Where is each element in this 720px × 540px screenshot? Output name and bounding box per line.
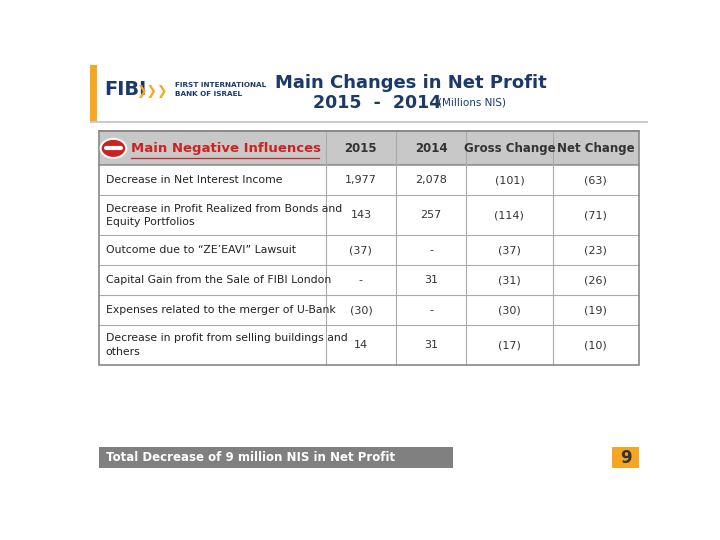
Text: 2015  -  2014: 2015 - 2014 [313, 93, 441, 112]
Text: (19): (19) [585, 305, 607, 315]
Text: (101): (101) [495, 176, 524, 185]
Text: 14: 14 [354, 340, 368, 350]
Text: 9: 9 [620, 449, 631, 467]
Text: Total Decrease of 9 million NIS in Net Profit: Total Decrease of 9 million NIS in Net P… [106, 451, 395, 464]
Text: Outcome due to “ZE’EAVI” Lawsuit: Outcome due to “ZE’EAVI” Lawsuit [106, 245, 296, 255]
Text: (37): (37) [498, 245, 521, 255]
Bar [99, 131, 639, 365]
Bar [99, 325, 639, 365]
Text: (114): (114) [495, 210, 524, 220]
Text: (31): (31) [498, 275, 521, 285]
Circle shape [101, 139, 126, 158]
Bar [99, 447, 454, 468]
Bar [99, 295, 639, 325]
Bar [99, 265, 639, 295]
Text: Decrease in Profit Realized from Bonds and
Equity Portfolios: Decrease in Profit Realized from Bonds a… [106, 204, 342, 227]
Text: (10): (10) [585, 340, 607, 350]
Text: (71): (71) [585, 210, 607, 220]
Text: 31: 31 [424, 275, 438, 285]
Bar [612, 447, 639, 468]
Bar [99, 195, 639, 235]
Bar [99, 235, 639, 265]
Text: -: - [359, 275, 363, 285]
Text: 2014: 2014 [415, 142, 447, 155]
Text: (30): (30) [498, 305, 521, 315]
Text: 257: 257 [420, 210, 442, 220]
Bar [90, 65, 96, 122]
Text: -: - [429, 245, 433, 255]
Text: -: - [429, 305, 433, 315]
Text: (17): (17) [498, 340, 521, 350]
Text: Expenses related to the merger of U-Bank: Expenses related to the merger of U-Bank [106, 305, 336, 315]
Text: (23): (23) [585, 245, 607, 255]
Text: (63): (63) [585, 176, 607, 185]
Text: Decrease in profit from selling buildings and
others: Decrease in profit from selling building… [106, 333, 347, 357]
Text: Capital Gain from the Sale of FIBI London: Capital Gain from the Sale of FIBI Londo… [106, 275, 331, 285]
Text: FIBI: FIBI [104, 80, 146, 99]
Bar [99, 165, 639, 195]
Text: Main Changes in Net Profit: Main Changes in Net Profit [275, 73, 546, 92]
Text: Decrease in Net Interest Income: Decrease in Net Interest Income [106, 176, 282, 185]
Text: 31: 31 [424, 340, 438, 350]
Text: 2,078: 2,078 [415, 176, 447, 185]
Text: FIRST INTERNATIONAL: FIRST INTERNATIONAL [175, 82, 266, 88]
Text: 143: 143 [351, 210, 372, 220]
Text: 2015: 2015 [345, 142, 377, 155]
Text: (37): (37) [349, 245, 372, 255]
Text: (30): (30) [349, 305, 372, 315]
Text: Gross Change: Gross Change [464, 142, 555, 155]
Bar [90, 65, 648, 122]
Text: BANK OF ISRAEL: BANK OF ISRAEL [175, 91, 242, 97]
Text: (Millions NIS): (Millions NIS) [438, 98, 506, 107]
Bar [99, 131, 639, 165]
Text: 1,977: 1,977 [345, 176, 377, 185]
Text: (26): (26) [585, 275, 607, 285]
Text: ❯❯❯: ❯❯❯ [136, 85, 167, 98]
Text: Net Change: Net Change [557, 142, 634, 155]
Text: Main Negative Influences: Main Negative Influences [131, 142, 321, 155]
